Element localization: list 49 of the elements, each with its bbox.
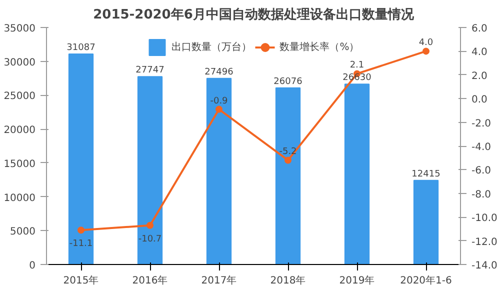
data-label: -11.1 (69, 239, 93, 250)
chart-title: 2015-2020年6月中国自动数据处理设备出口数量情况 (93, 8, 415, 22)
x-tick-label: 2019年 (339, 274, 375, 286)
y-tick-label: 30000 (4, 57, 36, 68)
x-tick-label: 2015年 (63, 274, 99, 286)
y2-tick-label: -10.0 (472, 213, 498, 224)
point (284, 156, 292, 164)
y2-tick-label: -12.0 (472, 236, 498, 248)
y2-tick-label: 2.0 (472, 70, 488, 82)
y2-tick-label: -14.0 (472, 260, 498, 272)
x-tick-label: 2017年 (201, 274, 237, 286)
point (422, 48, 430, 55)
legend-label: 出口数量（万台） (172, 40, 252, 54)
y-tick-label: 25000 (4, 91, 36, 102)
legend-label: 数量增长率（%） (280, 40, 360, 54)
bar (413, 180, 439, 264)
y2-tick-label: 6.0 (472, 24, 488, 34)
point (216, 106, 222, 113)
y-tick-label: 0 (29, 260, 36, 272)
point (146, 222, 154, 229)
x-tick-label: 2020年1-6 (400, 274, 452, 286)
data-label: 27747 (136, 66, 164, 76)
y2-tick-label: 0.0 (472, 94, 488, 106)
bar (275, 87, 301, 264)
bar (206, 78, 232, 264)
y2-tick-label: -8.0 (472, 189, 492, 200)
data-label: 26076 (274, 76, 303, 87)
y2-tick-label: -2.0 (472, 118, 492, 130)
y2-tick-label: 4.0 (472, 47, 488, 58)
y-tick-label: 5000 (10, 226, 36, 238)
data-label: 2.1 (350, 60, 364, 71)
y-tick-label: 10000 (4, 192, 36, 204)
data-label: 12415 (412, 169, 440, 180)
y-tick-label: 35000 (4, 24, 36, 34)
y2-tick-label: -6.0 (472, 166, 492, 177)
y-tick-label: 15000 (4, 158, 36, 170)
bar (68, 53, 94, 264)
point (78, 226, 84, 234)
data-label: -10.7 (138, 234, 162, 244)
x-tick-label: 2018年 (270, 274, 306, 286)
data-label: 4.0 (418, 38, 434, 48)
data-label: 27496 (204, 67, 234, 78)
data-label: 31087 (66, 42, 96, 53)
x-tick-label: 2016年 (132, 274, 168, 286)
bar (344, 84, 370, 264)
data-label: -0.9 (210, 96, 228, 106)
bar (137, 76, 163, 264)
y-tick-label: 20000 (4, 125, 36, 136)
y2-tick-label: -4.0 (472, 142, 492, 153)
